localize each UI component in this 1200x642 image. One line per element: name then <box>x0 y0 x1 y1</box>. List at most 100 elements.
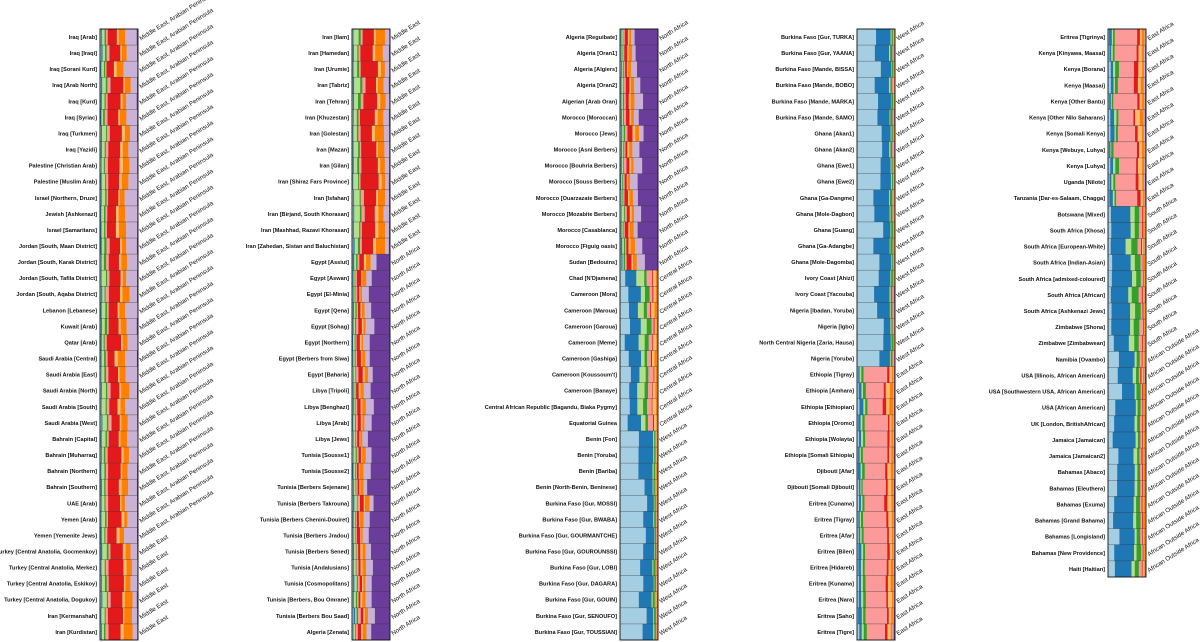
segment-k6 <box>1135 125 1138 143</box>
segment-k3 <box>622 125 624 142</box>
segment-k3 <box>622 238 625 255</box>
segment-k3 <box>353 221 360 239</box>
segment-k3 <box>353 414 356 432</box>
segment-k2 <box>621 61 623 78</box>
population-label: Egypt [Berbers from Siwa] <box>279 357 349 363</box>
segment-k1 <box>1108 528 1120 545</box>
segment-k6 <box>887 366 890 383</box>
segment-k8 <box>656 414 658 432</box>
segment-k5 <box>358 45 361 62</box>
segment-k5 <box>358 607 362 625</box>
segment-k3 <box>1134 544 1137 562</box>
population-label: Kuwait [Arab] <box>61 324 97 330</box>
segment-k1 <box>857 109 878 126</box>
segment-k5 <box>1138 222 1143 239</box>
segment-k8 <box>1141 29 1145 46</box>
row-ethiopia-wolayta: Ethiopia [Wolayta] East Africa <box>805 422 925 448</box>
segment-k2 <box>858 430 862 448</box>
segment-k7 <box>627 141 630 158</box>
segment-k2 <box>643 511 654 528</box>
segment-k4 <box>359 205 362 223</box>
segment-k7 <box>121 511 125 528</box>
segment-k7 <box>115 221 120 239</box>
segment-k4 <box>622 221 624 239</box>
segment-k3 <box>640 414 646 432</box>
segment-k1 <box>100 607 101 625</box>
segment-k6 <box>887 447 890 464</box>
segment-k10 <box>644 254 659 271</box>
segment-k2 <box>647 495 655 512</box>
segment-k6 <box>109 125 123 142</box>
segment-k5 <box>1113 93 1138 110</box>
segment-k6 <box>357 350 362 367</box>
segment-k9 <box>125 366 138 383</box>
segment-k3 <box>889 45 891 62</box>
population-label: South Africa [Xhosa] <box>1050 228 1105 234</box>
segment-k4 <box>354 527 356 544</box>
segment-k1 <box>100 447 102 464</box>
segment-k7 <box>627 45 629 62</box>
segment-k8 <box>116 61 124 78</box>
segment-k1 <box>1108 512 1114 529</box>
segment-k2 <box>1115 399 1137 417</box>
segment-k8 <box>627 173 631 190</box>
segment-k4 <box>860 447 864 464</box>
segment-k3 <box>354 205 361 223</box>
population-label: Ghana [Ga-Adangbe] <box>798 244 854 250</box>
segment-k4 <box>890 205 893 223</box>
segment-k8 <box>889 382 894 400</box>
segment-k4 <box>862 382 867 400</box>
segment-k2 <box>352 382 354 400</box>
segment-k5 <box>355 527 358 544</box>
segment-k7 <box>653 334 657 351</box>
segment-k8 <box>121 238 127 255</box>
segment-k3 <box>652 559 654 576</box>
segment-k4 <box>1113 29 1115 46</box>
segment-k1 <box>857 623 860 641</box>
segment-k3 <box>890 318 892 335</box>
segment-k2 <box>643 575 654 592</box>
segment-k2 <box>353 189 355 207</box>
segment-k1 <box>352 189 354 207</box>
population-label: Eritrea [Tigrinya] <box>1060 35 1105 41</box>
segment-k8 <box>119 302 126 319</box>
segment-k5 <box>892 302 894 319</box>
segment-k7 <box>119 157 124 174</box>
segment-k1 <box>620 238 622 255</box>
population-label: Botswana [Mixed] <box>1057 212 1105 218</box>
population-label: Burkina Faso [Gur, TOUSSIAN] <box>535 630 617 636</box>
segment-k1 <box>352 29 354 46</box>
segment-k9 <box>1144 448 1146 465</box>
segment-k5 <box>105 559 109 576</box>
segment-k4 <box>891 334 894 351</box>
segment-k2 <box>1113 512 1134 529</box>
segment-k6 <box>1133 77 1139 94</box>
segment-k1 <box>100 414 102 432</box>
segment-k5 <box>893 334 894 351</box>
segment-k4 <box>105 511 107 528</box>
segment-k5 <box>648 382 653 400</box>
segment-k8 <box>893 157 895 174</box>
segment-k8 <box>120 318 127 335</box>
segment-k4 <box>1137 431 1141 449</box>
segment-k9 <box>362 527 370 544</box>
segment-k3 <box>621 205 625 223</box>
segment-k3 <box>1134 415 1138 433</box>
segment-k9 <box>363 382 371 400</box>
segment-k10 <box>368 286 391 303</box>
segment-k7 <box>893 93 895 110</box>
segment-k4 <box>1137 480 1141 497</box>
segment-k2 <box>620 141 623 158</box>
segment-k4 <box>645 366 649 383</box>
segment-k3 <box>861 543 864 560</box>
segment-k5 <box>360 221 363 239</box>
segment-k5 <box>105 350 108 367</box>
segment-k6 <box>108 286 121 303</box>
segment-k9 <box>893 527 895 544</box>
segment-k7 <box>1143 303 1145 320</box>
segment-k6 <box>107 221 117 239</box>
segment-k3 <box>621 45 623 62</box>
segment-k3 <box>353 141 359 158</box>
segment-k8 <box>655 366 658 383</box>
